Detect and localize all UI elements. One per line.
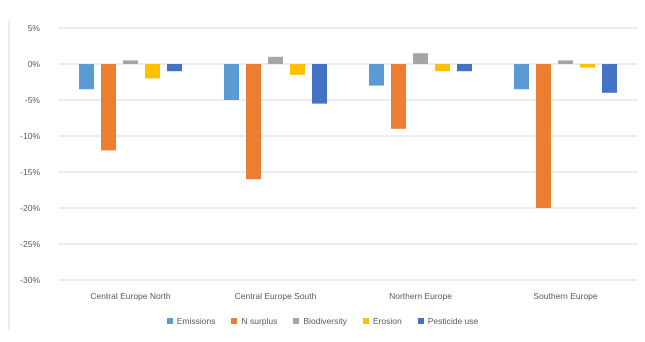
bar-emissions (369, 64, 384, 86)
bar-erosion (580, 64, 595, 68)
y-tick-label: -30% (20, 275, 40, 285)
legend-label: Emissions (176, 316, 216, 326)
bar-biodiversity (558, 60, 573, 64)
bar-erosion (435, 64, 450, 72)
legend-label: Erosion (372, 316, 402, 326)
legend-item: Erosion (362, 316, 402, 326)
bar-emissions (79, 64, 94, 90)
legend-swatch (362, 318, 369, 324)
bar-n-surplus (536, 64, 551, 208)
x-category-label: Central Europe North (90, 291, 171, 301)
legend-swatch (293, 318, 300, 324)
x-category-label: Central Europe South (235, 291, 317, 301)
bar-n-surplus (246, 64, 261, 180)
legend-swatch (231, 318, 238, 324)
legend-item: Pesticide use (417, 316, 479, 326)
x-category-label: Southern Europe (533, 291, 598, 301)
y-tick-label: -25% (20, 239, 40, 249)
bar-biodiversity (268, 56, 283, 64)
bar-n-surplus (101, 64, 116, 151)
bar-pesticide-use (167, 64, 182, 72)
bar-n-surplus (391, 64, 406, 129)
bar-emissions (224, 64, 239, 100)
bar-pesticide-use (457, 64, 472, 72)
legend-item: Biodiversity (293, 316, 347, 326)
legend-label: N surplus (241, 316, 278, 326)
legend-swatch (166, 318, 173, 324)
legend-item: N surplus (231, 316, 277, 326)
bar-emissions (514, 64, 529, 90)
chart-legend: Emissions N surplus Biodiversity Erosion Pes… (0, 316, 645, 326)
bar-erosion (290, 64, 305, 75)
legend-item: Emissions (166, 316, 216, 326)
y-tick-label: 0% (28, 59, 41, 69)
legend-label: Pesticide use (427, 316, 479, 326)
y-tick-label: -15% (20, 167, 40, 177)
bar-erosion (145, 64, 160, 79)
x-category-label: Northern Europe (389, 291, 452, 301)
y-tick-label: 5% (28, 23, 41, 33)
y-tick-label: -20% (20, 203, 40, 213)
legend-label: Biodiversity (303, 316, 347, 326)
bar-biodiversity (413, 53, 428, 64)
legend-swatch (417, 318, 424, 324)
bar-pesticide-use (602, 64, 617, 93)
y-tick-label: -10% (20, 131, 40, 141)
y-tick-label: -5% (25, 95, 41, 105)
bar-pesticide-use (312, 64, 327, 104)
bar-biodiversity (123, 60, 138, 64)
